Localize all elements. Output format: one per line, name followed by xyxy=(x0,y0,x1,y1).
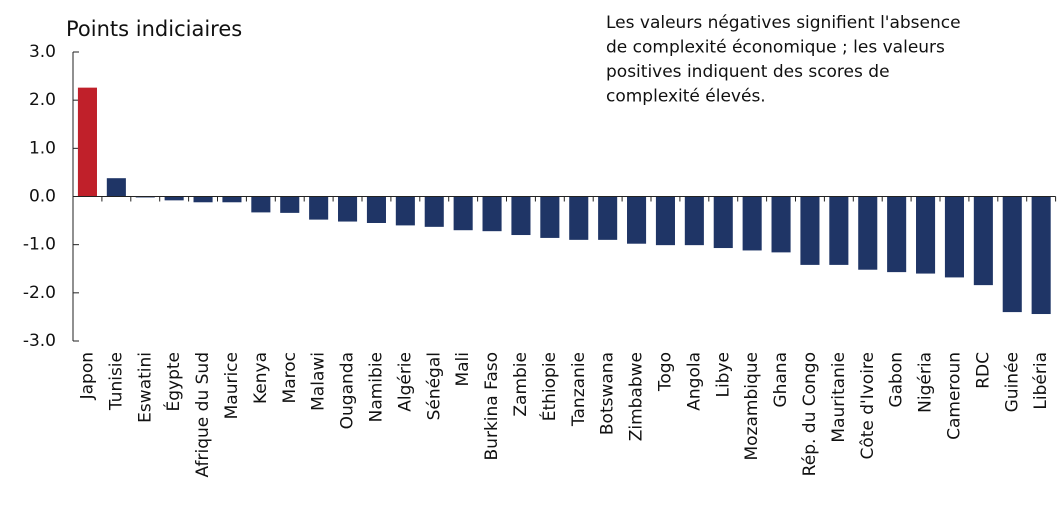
bar xyxy=(713,196,733,249)
x-tick-label: Guinée xyxy=(1002,352,1022,412)
bar xyxy=(453,196,473,231)
x-tick-label: Égypte xyxy=(162,352,184,412)
bar xyxy=(280,196,300,213)
annotation-line: Les valeurs négatives signifient l'absen… xyxy=(606,13,961,33)
y-tick-label: -1.0 xyxy=(23,235,56,255)
x-tick-label: Mozambique xyxy=(742,352,762,461)
x-tick-label: Eswatini xyxy=(135,352,155,423)
bar xyxy=(77,87,97,197)
bar xyxy=(887,196,907,273)
bar xyxy=(1031,196,1051,315)
y-tick-label: 0.0 xyxy=(29,187,56,207)
bar xyxy=(598,196,618,240)
x-tick-label: Zimbabwe xyxy=(627,352,647,441)
x-tick-label: Tanzanie xyxy=(569,352,589,427)
bar xyxy=(482,196,502,232)
annotation-line: complexité élevés. xyxy=(606,87,766,107)
x-tick-label: Japon xyxy=(77,352,97,400)
x-tick-label: Malawi xyxy=(309,352,329,411)
bar xyxy=(944,196,964,278)
x-tick-label: Mali xyxy=(453,352,473,387)
x-tick-label: Éthiopie xyxy=(538,352,560,421)
x-tick-label: Sénégal xyxy=(424,352,444,420)
bar xyxy=(569,196,589,240)
bar xyxy=(627,196,647,244)
y-tick-label: 3.0 xyxy=(29,42,56,62)
x-tick-label: Mauritanie xyxy=(829,352,849,443)
x-tick-label: Togo xyxy=(655,352,675,392)
bar xyxy=(424,196,444,227)
x-tick-label: Cameroun xyxy=(944,352,964,440)
x-tick-label: Libéria xyxy=(1031,352,1051,410)
x-tick-label: Botswana xyxy=(598,352,618,435)
bar xyxy=(309,196,329,220)
bar xyxy=(742,196,762,251)
bar xyxy=(800,196,820,265)
x-tick-label: Maurice xyxy=(222,352,242,419)
bar xyxy=(193,196,213,203)
bar xyxy=(251,196,271,213)
x-tick-label: Gabon xyxy=(887,352,907,408)
bar xyxy=(511,196,531,236)
bar xyxy=(771,196,791,253)
x-tick-label: Namibie xyxy=(366,352,386,422)
bar xyxy=(106,178,126,197)
bar xyxy=(338,196,358,222)
bar xyxy=(684,196,704,246)
bar xyxy=(164,196,184,201)
annotation-line: de complexité économique ; les valeurs xyxy=(606,38,945,58)
bar xyxy=(829,196,849,265)
x-tick-label: Angola xyxy=(684,352,704,411)
chart-title: Points indiciaires xyxy=(66,17,242,41)
x-tick-label: Nigéria xyxy=(916,352,936,413)
x-tick-label: Afrique du Sud xyxy=(193,352,213,477)
x-tick-label: Côte d'Ivoire xyxy=(858,352,878,460)
y-tick-label: 1.0 xyxy=(29,138,56,158)
bar xyxy=(222,196,242,203)
x-tick-label: Burkina Faso xyxy=(482,352,502,460)
bar xyxy=(366,196,386,223)
x-tick-label: Ouganda xyxy=(338,352,358,429)
y-tick-label: -2.0 xyxy=(23,283,56,303)
x-tick-label: Kenya xyxy=(251,352,271,404)
x-tick-label: Zambie xyxy=(511,352,531,417)
x-tick-label: RDC xyxy=(973,352,993,389)
y-tick-label: 2.0 xyxy=(29,90,56,110)
y-tick-label: -3.0 xyxy=(23,331,56,351)
bar xyxy=(540,196,560,238)
bar xyxy=(858,196,878,270)
bar xyxy=(916,196,936,274)
annotation-line: positives indiquent des scores de xyxy=(606,62,890,82)
bar xyxy=(395,196,415,226)
x-tick-label: Maroc xyxy=(280,352,300,403)
bar xyxy=(973,196,993,286)
x-tick-label: Libye xyxy=(713,352,733,398)
x-tick-label: Tunisie xyxy=(106,352,126,411)
x-tick-label: Rép. du Congo xyxy=(800,352,820,476)
bar xyxy=(1002,196,1022,313)
x-tick-label: Algérie xyxy=(395,352,415,412)
bar xyxy=(655,196,675,246)
x-tick-label: Ghana xyxy=(771,352,791,408)
